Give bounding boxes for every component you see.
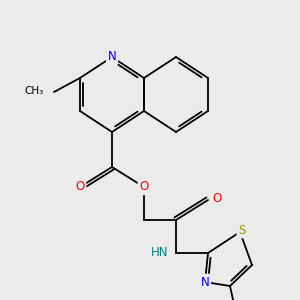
Text: O: O (212, 191, 221, 205)
Text: HN: HN (151, 247, 168, 260)
Text: O: O (140, 181, 148, 194)
Text: CH₃: CH₃ (25, 86, 44, 96)
Text: S: S (238, 224, 246, 236)
Text: O: O (75, 181, 85, 194)
Text: N: N (108, 50, 116, 64)
Text: N: N (201, 275, 209, 289)
